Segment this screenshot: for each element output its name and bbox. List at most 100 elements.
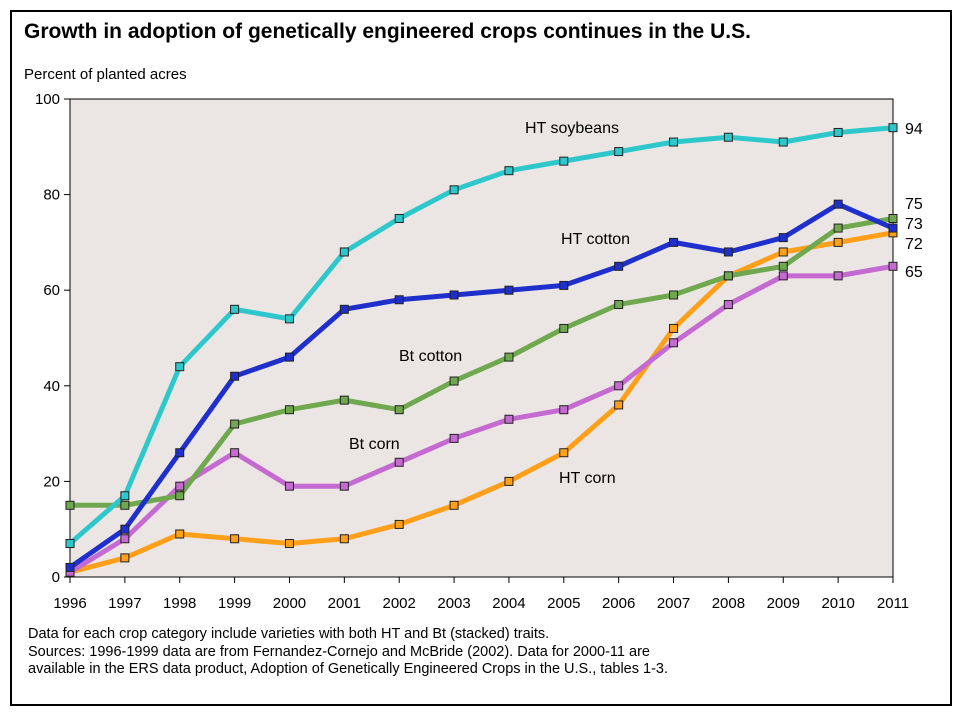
- data-point: [833, 127, 843, 137]
- x-tick-label: 2003: [437, 595, 470, 612]
- series-line: [67, 230, 896, 575]
- x-tick-label: 2007: [657, 595, 690, 612]
- plot-area: [69, 98, 894, 578]
- data-point: [284, 405, 294, 415]
- chart-title: Growth in adoption of genetically engine…: [24, 20, 751, 43]
- series-label: Bt cotton: [399, 348, 462, 365]
- data-point: [723, 271, 733, 281]
- data-point: [669, 338, 679, 348]
- end-value-label: 73: [905, 216, 923, 233]
- data-point: [778, 233, 788, 243]
- data-point: [559, 280, 569, 290]
- series-line: [67, 125, 896, 546]
- data-point: [723, 300, 733, 310]
- data-point: [120, 524, 130, 534]
- x-tick-label: 2002: [383, 595, 416, 612]
- data-point: [559, 156, 569, 166]
- data-point: [284, 539, 294, 549]
- x-tick-label: 2004: [492, 595, 525, 612]
- note-line: Data for each crop category include vari…: [28, 626, 550, 642]
- data-point: [888, 123, 898, 133]
- data-point: [175, 362, 185, 372]
- data-point: [888, 214, 898, 223]
- data-point: [559, 323, 569, 333]
- data-point: [175, 448, 185, 458]
- data-point: [669, 137, 679, 147]
- data-point: [504, 352, 514, 362]
- data-point: [449, 185, 459, 195]
- series-label: HT soybeans: [525, 120, 619, 137]
- x-tick-label: 2000: [273, 595, 306, 612]
- data-point: [614, 147, 624, 157]
- data-point: [669, 237, 679, 247]
- data-point: [669, 323, 679, 333]
- data-point: [394, 519, 404, 529]
- x-tick-label: 2008: [712, 595, 745, 612]
- y-tick-label: 100: [35, 91, 60, 108]
- data-point: [394, 295, 404, 305]
- data-point: [888, 261, 898, 271]
- data-point: [614, 381, 624, 391]
- end-value-label: 94: [905, 121, 923, 138]
- x-tick-label: 1998: [163, 595, 196, 612]
- data-point: [778, 261, 788, 271]
- x-tick-label: 1996: [53, 595, 86, 612]
- y-tick-label: 20: [43, 473, 60, 490]
- data-point: [723, 132, 733, 142]
- x-tick-label: 2010: [821, 595, 854, 612]
- data-point: [449, 290, 459, 300]
- data-point: [230, 419, 240, 429]
- series-label: HT cotton: [561, 231, 630, 248]
- y-tick-label: 80: [43, 187, 60, 204]
- data-point: [284, 481, 294, 491]
- series-line: [67, 216, 896, 508]
- data-point: [230, 534, 240, 544]
- data-point: [230, 304, 240, 314]
- x-tick-label: 2009: [767, 595, 800, 612]
- data-point: [614, 261, 624, 271]
- note-line: available in the ERS data product, Adopt…: [28, 661, 668, 677]
- data-point: [65, 562, 75, 572]
- x-tick-label: 2001: [328, 595, 361, 612]
- data-point: [888, 223, 898, 233]
- data-point: [175, 529, 185, 539]
- series-label: Bt corn: [349, 436, 400, 453]
- data-point: [614, 300, 624, 310]
- series-line: [67, 263, 896, 575]
- data-point: [833, 199, 843, 209]
- end-value-label: 75: [905, 196, 923, 213]
- x-tick-label: 1997: [108, 595, 141, 612]
- data-point: [833, 237, 843, 247]
- data-point: [614, 400, 624, 410]
- chart-notes: Data for each crop category include vari…: [28, 626, 668, 679]
- y-tick-label: 60: [43, 282, 60, 299]
- data-point: [230, 448, 240, 458]
- end-value-label: 65: [905, 264, 923, 281]
- data-point: [339, 304, 349, 314]
- x-tick-label: 1999: [218, 595, 251, 612]
- data-point: [394, 457, 404, 467]
- data-point: [723, 247, 733, 257]
- data-point: [120, 534, 130, 544]
- y-axis-label: Percent of planted acres: [24, 66, 187, 83]
- x-tick-label: 2011: [877, 595, 909, 612]
- data-point: [394, 405, 404, 415]
- data-point: [559, 405, 569, 415]
- data-point: [669, 290, 679, 300]
- data-point: [504, 285, 514, 295]
- data-point: [339, 247, 349, 257]
- data-point: [65, 539, 75, 549]
- data-point: [120, 500, 130, 510]
- data-point: [504, 476, 514, 486]
- data-point: [339, 395, 349, 405]
- x-tick-label: 2006: [602, 595, 635, 612]
- series-label: HT corn: [559, 470, 616, 487]
- data-point: [778, 247, 788, 257]
- data-point: [120, 553, 130, 563]
- data-point: [778, 271, 788, 281]
- data-point: [230, 371, 240, 381]
- data-point: [339, 481, 349, 491]
- data-point: [284, 314, 294, 324]
- x-tick-label: 2005: [547, 595, 580, 612]
